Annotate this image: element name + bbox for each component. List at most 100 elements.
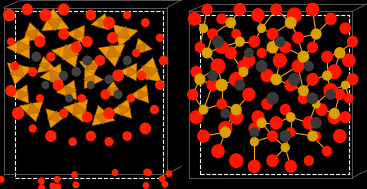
Circle shape [316, 104, 327, 115]
Circle shape [54, 177, 60, 182]
Circle shape [133, 49, 140, 57]
Polygon shape [110, 99, 132, 119]
Circle shape [343, 54, 355, 67]
Circle shape [221, 109, 229, 118]
Circle shape [108, 33, 117, 43]
Circle shape [58, 4, 69, 15]
Circle shape [340, 23, 350, 34]
Circle shape [123, 132, 131, 140]
Circle shape [208, 29, 217, 39]
Circle shape [271, 74, 281, 85]
Circle shape [280, 105, 290, 115]
Circle shape [262, 98, 272, 109]
Circle shape [195, 42, 204, 52]
Circle shape [156, 81, 164, 89]
Circle shape [59, 29, 68, 39]
Circle shape [42, 82, 49, 88]
Circle shape [105, 75, 113, 83]
Circle shape [334, 130, 346, 143]
Circle shape [78, 95, 85, 102]
Circle shape [342, 81, 349, 89]
Polygon shape [25, 29, 39, 41]
Circle shape [243, 54, 255, 67]
Circle shape [159, 176, 165, 182]
Circle shape [348, 36, 357, 47]
Polygon shape [37, 56, 56, 73]
Circle shape [83, 56, 91, 65]
Circle shape [47, 53, 55, 61]
Circle shape [190, 111, 202, 124]
Polygon shape [92, 105, 115, 126]
Polygon shape [91, 13, 109, 30]
Polygon shape [41, 8, 69, 31]
Circle shape [298, 51, 309, 62]
Circle shape [8, 38, 14, 45]
Circle shape [212, 145, 224, 158]
Circle shape [160, 56, 167, 65]
Polygon shape [49, 69, 63, 83]
Circle shape [114, 91, 122, 98]
Circle shape [127, 95, 134, 102]
Circle shape [6, 86, 16, 96]
Circle shape [66, 95, 72, 102]
Circle shape [324, 84, 337, 98]
Circle shape [311, 118, 321, 128]
Circle shape [88, 82, 94, 88]
Circle shape [267, 155, 278, 167]
Polygon shape [119, 104, 131, 116]
Circle shape [156, 34, 163, 41]
Circle shape [123, 56, 131, 65]
Circle shape [166, 171, 172, 177]
Bar [15, 11, 163, 178]
Polygon shape [47, 111, 60, 122]
Polygon shape [84, 69, 103, 89]
Circle shape [217, 99, 226, 109]
Circle shape [140, 123, 150, 134]
Polygon shape [56, 80, 77, 100]
Circle shape [39, 185, 44, 189]
Polygon shape [105, 45, 121, 58]
Circle shape [280, 131, 290, 142]
Circle shape [235, 80, 244, 90]
Circle shape [257, 118, 266, 127]
Circle shape [86, 131, 95, 141]
Circle shape [29, 125, 36, 132]
Circle shape [236, 37, 244, 46]
Circle shape [275, 37, 284, 46]
Circle shape [273, 54, 286, 67]
Circle shape [162, 181, 168, 187]
Polygon shape [46, 109, 67, 128]
Circle shape [195, 74, 205, 84]
Circle shape [104, 17, 114, 28]
Circle shape [32, 52, 41, 61]
Circle shape [13, 108, 23, 119]
Circle shape [226, 18, 235, 28]
Circle shape [308, 131, 317, 141]
Circle shape [200, 24, 207, 33]
Circle shape [112, 170, 118, 175]
Circle shape [308, 93, 317, 104]
Circle shape [285, 79, 297, 91]
Polygon shape [142, 66, 159, 81]
Circle shape [143, 183, 149, 188]
Circle shape [249, 123, 259, 134]
Circle shape [232, 30, 240, 38]
Circle shape [225, 47, 236, 59]
Circle shape [330, 108, 339, 118]
Circle shape [86, 10, 95, 20]
Circle shape [293, 32, 303, 43]
Circle shape [328, 65, 341, 79]
Circle shape [305, 62, 313, 71]
Circle shape [257, 61, 267, 72]
Circle shape [191, 67, 201, 77]
Circle shape [289, 74, 300, 85]
Bar [200, 15, 349, 174]
Polygon shape [113, 24, 138, 47]
Circle shape [138, 71, 146, 80]
Polygon shape [63, 99, 88, 122]
Polygon shape [62, 44, 80, 60]
Circle shape [286, 17, 296, 28]
Circle shape [298, 93, 308, 103]
Circle shape [72, 68, 80, 76]
Polygon shape [103, 81, 122, 96]
